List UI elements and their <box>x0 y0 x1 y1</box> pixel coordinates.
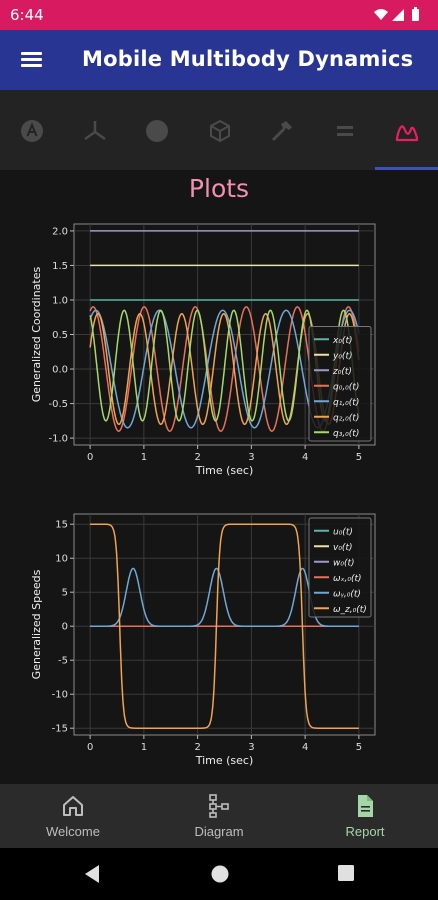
tab-points[interactable] <box>125 90 187 170</box>
tab-geometry[interactable] <box>188 90 250 170</box>
legend-label: q₂,₀(t) <box>333 413 359 423</box>
signal-icon <box>392 9 404 21</box>
x-tick-label: 3 <box>248 742 254 753</box>
legend-label: q₃,₀(t) <box>333 429 359 439</box>
legend-label: w₀(t) <box>333 558 355 568</box>
y-tick-label: -15 <box>52 724 68 735</box>
x-tick-label: 4 <box>302 452 308 463</box>
y-tick-label: 0 <box>62 622 68 633</box>
status-time: 6:44 <box>10 6 44 24</box>
y-tick-label: 0.5 <box>52 330 68 341</box>
wifi-icon <box>374 9 388 20</box>
nav-report[interactable]: Report <box>292 784 438 848</box>
bottom-nav: Welcome Diagram Report <box>0 784 438 848</box>
coordinates-plot: 0 1 2 3 4 5 -1.0 -0.5 0.0 0.5 1.0 1.5 2.0 Time (sec) G… <box>28 218 420 488</box>
x-tick-label: 2 <box>194 452 200 463</box>
speeds-chart: 0 1 2 3 4 5 -15 -10 -5 0 5 10 15 Time (sec) Generalize… <box>30 513 376 767</box>
axes-icon <box>84 121 106 141</box>
file-document-icon <box>358 795 373 817</box>
y-tick-label: 2.0 <box>52 226 68 237</box>
y-tick-label: 15 <box>55 520 68 531</box>
hammer-icon <box>271 121 292 142</box>
app-title: Mobile Multibody Dynamics <box>82 47 414 71</box>
tab-equations[interactable] <box>313 90 375 170</box>
tab-indicator <box>375 167 438 170</box>
x-tick-label: 0 <box>87 452 93 463</box>
legend-label: ω_z,₀(t) <box>333 605 367 615</box>
home-circle-icon[interactable] <box>210 864 230 884</box>
page-title: Plots <box>188 174 250 203</box>
legend-label: v₀(t) <box>333 543 353 553</box>
home-icon <box>63 796 83 816</box>
legend-label: ωₓ,₀(t) <box>333 574 362 584</box>
y-tick-label: -0.5 <box>48 399 68 410</box>
y-tick-label: 10 <box>55 554 68 565</box>
battery-icon <box>412 9 419 21</box>
tab-frames[interactable] <box>63 90 125 170</box>
legend-label: q₁,₀(t) <box>333 398 359 408</box>
x-tick-label: 5 <box>356 452 362 463</box>
app-bar: Mobile Multibody Dynamics <box>0 30 438 90</box>
nav-diagram[interactable]: Diagram <box>146 784 292 848</box>
legend-label: x₀(t) <box>332 336 353 346</box>
legend-label: q₀,₀(t) <box>333 382 359 392</box>
y-axis-label: Generalized Coordinates <box>30 267 43 403</box>
system-nav <box>0 848 438 900</box>
sitemap-icon <box>209 794 229 818</box>
speeds-plot: 0 1 2 3 4 5 -15 -10 -5 0 5 10 15 Time (sec) Generalize… <box>28 508 420 778</box>
equals-icon <box>337 126 353 136</box>
legend-label: ωᵧ,₀(t) <box>333 589 361 599</box>
x-tick-label: 2 <box>194 742 200 753</box>
legend-label: u₀(t) <box>333 527 353 537</box>
y-tick-label: 5 <box>62 588 68 599</box>
x-tick-label: 3 <box>248 452 254 463</box>
x-tick-label: 5 <box>356 742 362 753</box>
recents-icon[interactable] <box>337 864 355 882</box>
menu-icon[interactable] <box>18 46 46 74</box>
x-axis-label: Time (sec) <box>195 464 254 477</box>
x-axis-label: Time (sec) <box>195 754 254 767</box>
nav-report-label: Report <box>345 824 385 839</box>
x-tick-label: 1 <box>141 742 147 753</box>
y-tick-label: -1.0 <box>48 434 68 445</box>
legend-label: z₀(t) <box>332 367 352 377</box>
nav-welcome-label: Welcome <box>46 824 100 839</box>
status-bar: 6:44 <box>0 0 438 30</box>
tab-forces[interactable] <box>250 90 312 170</box>
x-tick-label: 4 <box>302 742 308 753</box>
y-axis-label: Generalized Speeds <box>30 569 43 679</box>
y-tick-label: 1.0 <box>52 295 68 306</box>
cube-icon <box>210 120 230 142</box>
tab-bar <box>0 90 438 170</box>
series-line-5 <box>90 523 359 729</box>
chart-line-icon <box>395 125 419 142</box>
coordinates-chart: 0 1 2 3 4 5 -1.0 -0.5 0.0 0.5 1.0 1.5 2.0 Time (sec) G… <box>30 223 376 477</box>
y-tick-label: 1.5 <box>52 261 68 272</box>
tab-plots[interactable] <box>375 90 437 170</box>
y-tick-label: 0.0 <box>52 365 68 376</box>
x-tick-label: 1 <box>141 452 147 463</box>
nav-welcome[interactable]: Welcome <box>0 784 146 848</box>
legend-label: y₀(t) <box>332 351 353 361</box>
status-icons <box>374 7 419 21</box>
x-tick-label: 0 <box>87 742 93 753</box>
nav-diagram-label: Diagram <box>194 824 244 839</box>
y-tick-label: -10 <box>52 690 68 701</box>
circle-icon <box>146 120 168 142</box>
y-tick-label: -5 <box>58 656 68 667</box>
alpha-a-icon <box>21 120 43 142</box>
tab-bodies[interactable] <box>0 90 62 170</box>
back-icon[interactable] <box>83 864 101 884</box>
